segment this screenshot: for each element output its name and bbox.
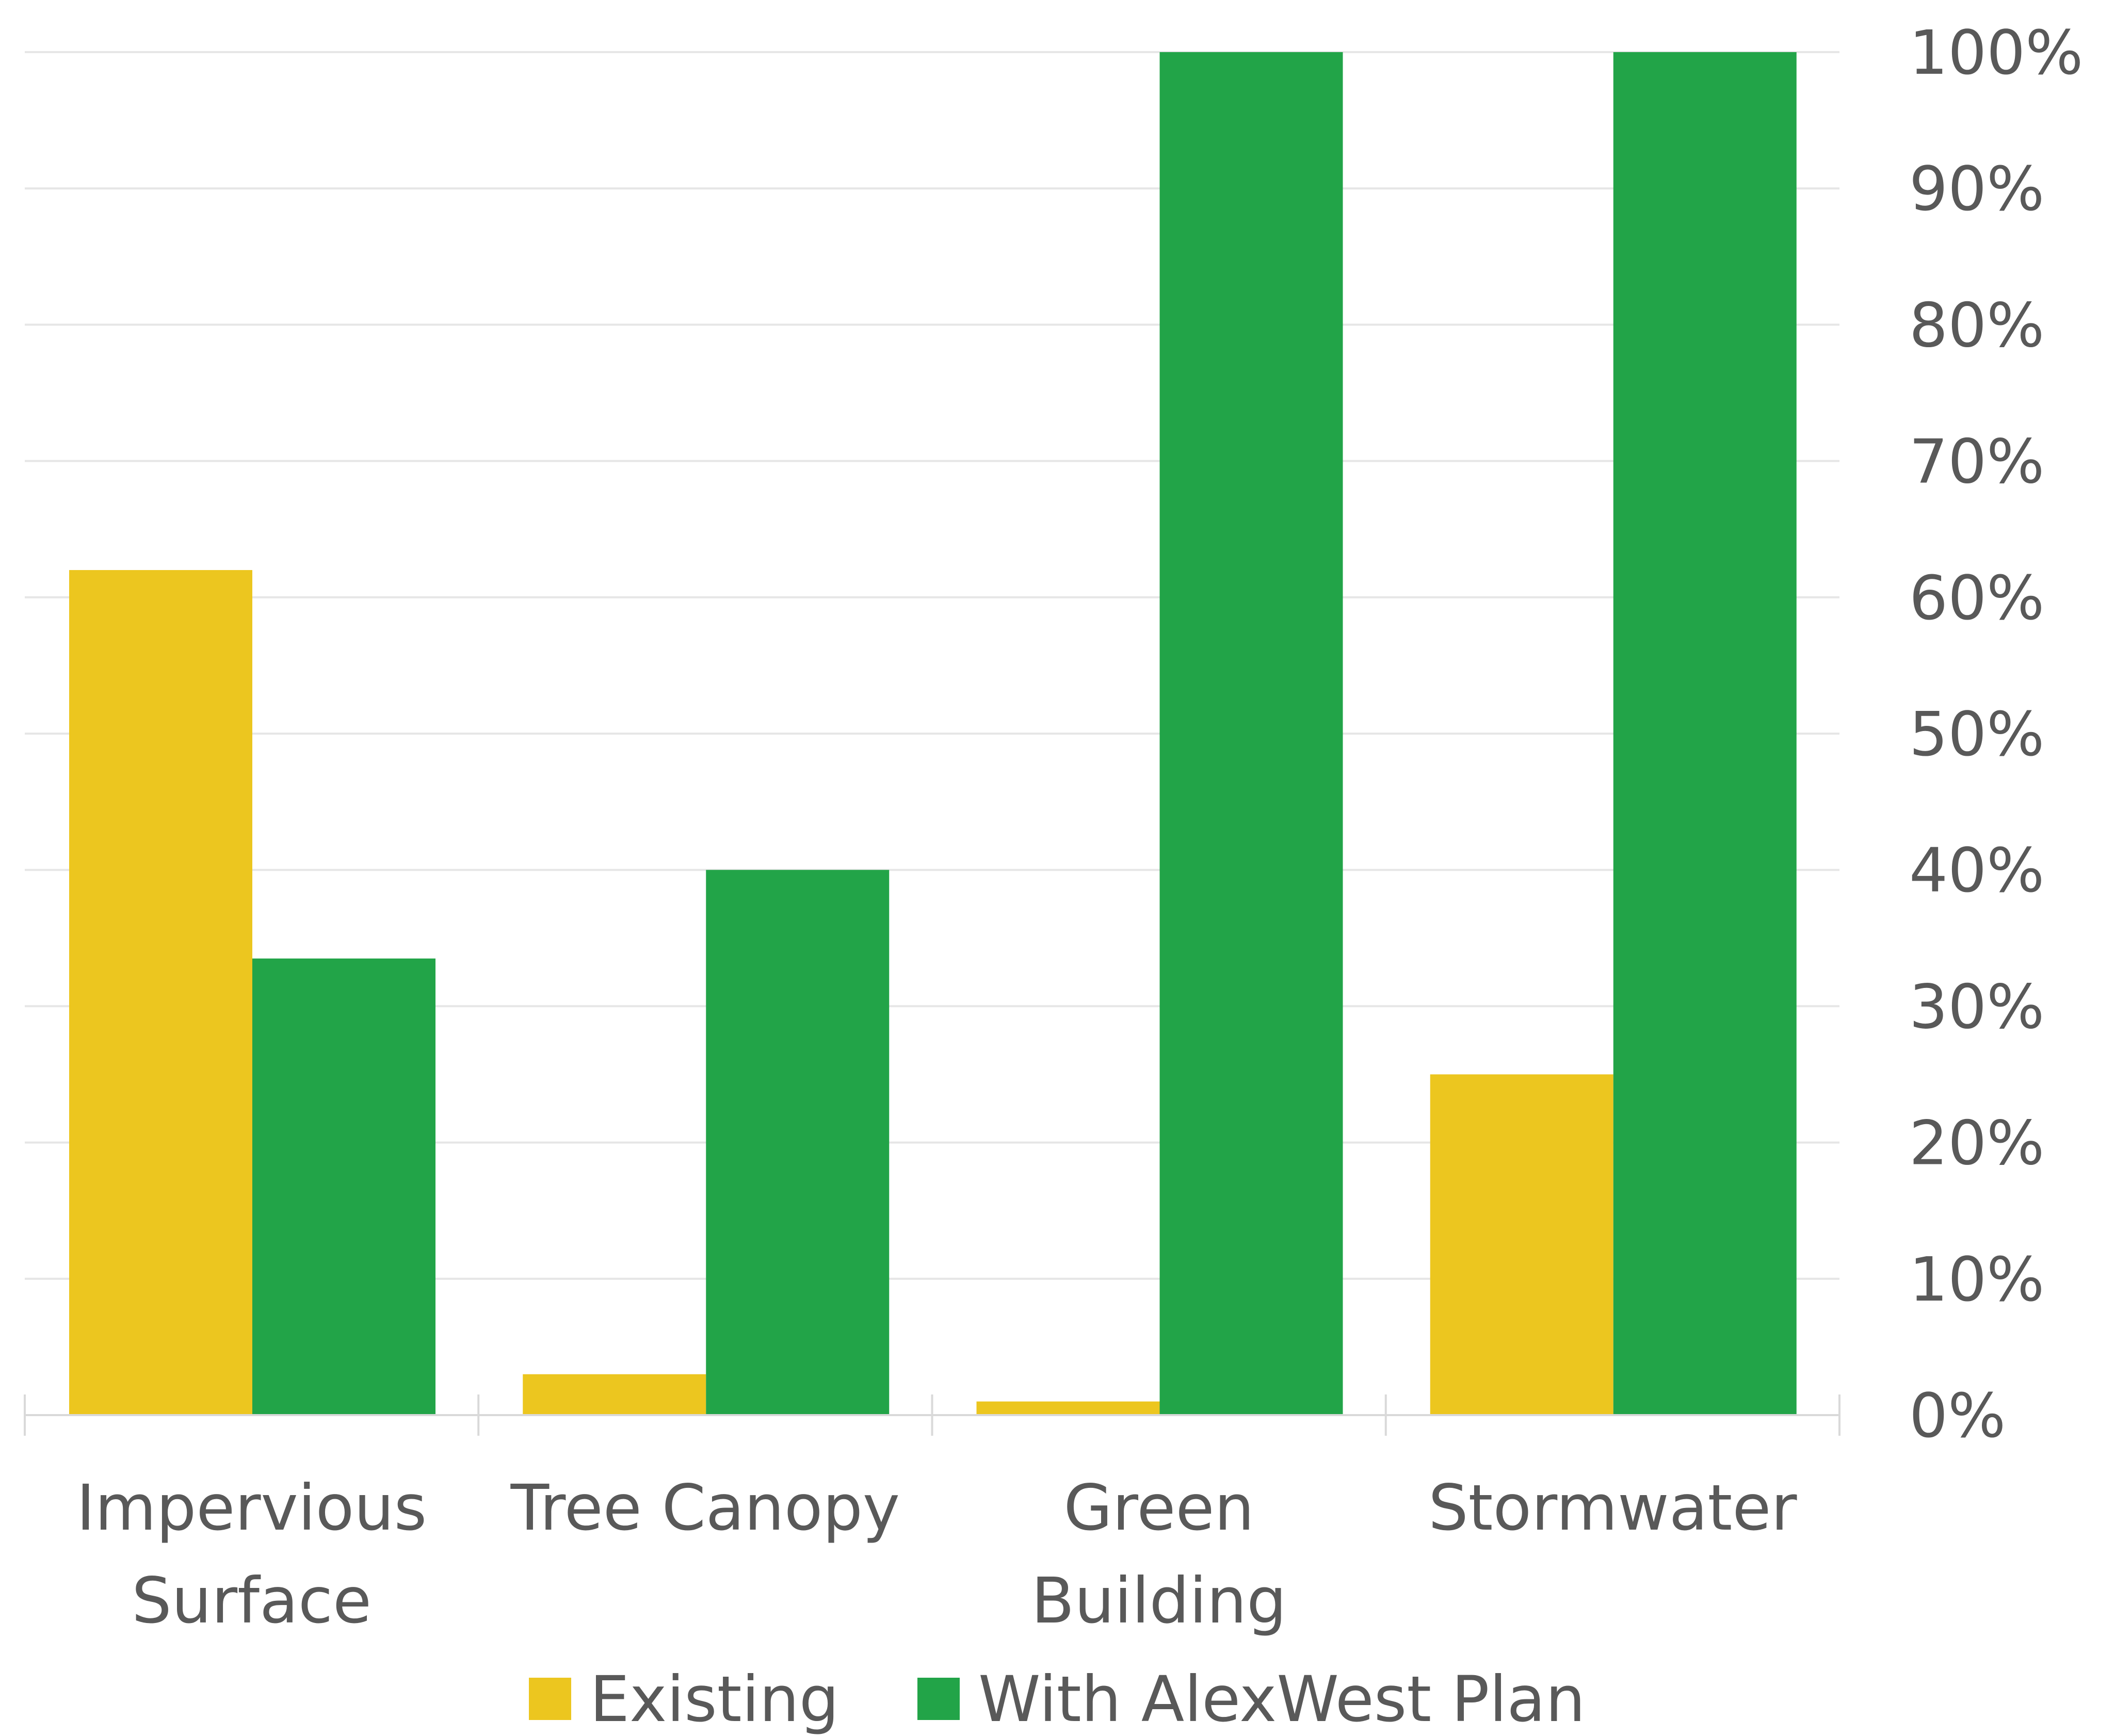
y-tick-label: 50% [1909,699,2044,770]
y-tick-label: 100% [1909,17,2083,88]
bar-existing-2 [976,1401,1160,1415]
category-label: Surface [132,1564,372,1637]
legend-swatch [529,1678,571,1720]
legend-label: With AlexWest Plan [978,1663,1586,1736]
category-label: Impervious [76,1471,427,1545]
legend-swatch [917,1678,960,1720]
bar-with-alexwest-plan-0 [252,958,435,1415]
category-label: Tree Canopy [510,1471,900,1545]
bar-with-alexwest-plan-1 [706,870,890,1415]
legend-label: Existing [590,1663,839,1736]
category-label: Building [1031,1564,1287,1637]
y-tick-label: 0% [1909,1380,2006,1451]
category-label: Green [1063,1471,1254,1545]
y-axis-tick-labels: 0% 10% 20% 30% 40% 50% 60% 70% 80% 90% 100% [1909,17,2083,1451]
y-tick-label: 70% [1909,426,2044,497]
bar-existing-1 [523,1374,706,1415]
bar-with-alexwest-plan-2 [1159,52,1343,1415]
x-axis [24,1394,1840,1436]
y-tick-label: 10% [1909,1244,2044,1315]
legend: Existing With AlexWest Plan [529,1663,1586,1736]
y-tick-label: 90% [1909,153,2044,224]
y-tick-label: 80% [1909,289,2044,361]
bar-existing-3 [1430,1074,1613,1415]
bar-existing-0 [69,570,252,1415]
bars [69,52,1797,1415]
category-label: Stormwater [1428,1471,1797,1545]
y-tick-label: 60% [1909,562,2044,634]
y-tick-label: 30% [1909,971,2044,1042]
x-axis-category-labels: Impervious Surface Tree Canopy Green Buildin… [76,1471,1797,1637]
bar-with-alexwest-plan-3 [1613,52,1797,1415]
y-tick-label: 40% [1909,835,2044,906]
y-tick-label: 20% [1909,1108,2044,1179]
